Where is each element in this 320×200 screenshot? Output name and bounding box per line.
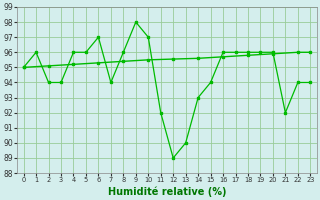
X-axis label: Humidité relative (%): Humidité relative (%) xyxy=(108,186,226,197)
